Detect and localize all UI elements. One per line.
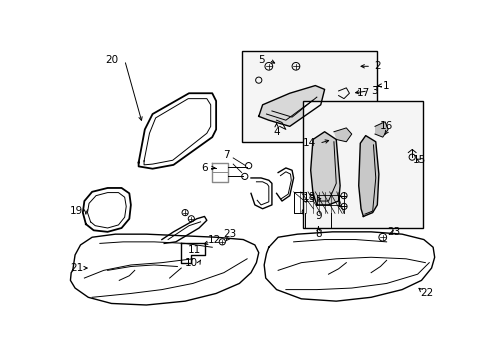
- Text: 20: 20: [105, 55, 118, 65]
- Text: 8: 8: [314, 229, 321, 239]
- Polygon shape: [258, 86, 324, 126]
- Text: 4: 4: [273, 127, 279, 137]
- Text: 15: 15: [412, 155, 425, 165]
- Text: 6: 6: [201, 163, 207, 173]
- Text: 5: 5: [257, 55, 264, 65]
- Text: 16: 16: [379, 121, 392, 131]
- Bar: [293, 192, 343, 213]
- Text: 9: 9: [314, 211, 321, 221]
- Text: 12: 12: [207, 235, 221, 244]
- Text: 11: 11: [187, 244, 201, 255]
- Text: 23: 23: [223, 229, 236, 239]
- Bar: [302, 101, 422, 228]
- Text: 19: 19: [70, 206, 83, 216]
- Polygon shape: [333, 128, 351, 142]
- Text: 18: 18: [302, 192, 315, 202]
- Polygon shape: [374, 122, 387, 137]
- Text: 22: 22: [420, 288, 433, 298]
- Polygon shape: [310, 132, 340, 205]
- Text: 10: 10: [184, 258, 198, 267]
- Text: 14: 14: [302, 138, 315, 148]
- Text: 21: 21: [70, 263, 83, 273]
- Text: 2: 2: [373, 61, 380, 71]
- Text: 3: 3: [370, 86, 377, 96]
- Text: 13: 13: [302, 194, 315, 204]
- Bar: [241, 51, 377, 142]
- Polygon shape: [358, 136, 378, 216]
- Text: 23: 23: [387, 227, 400, 237]
- Text: 17: 17: [356, 88, 369, 98]
- Text: 1: 1: [383, 81, 389, 91]
- Text: 7: 7: [223, 150, 229, 160]
